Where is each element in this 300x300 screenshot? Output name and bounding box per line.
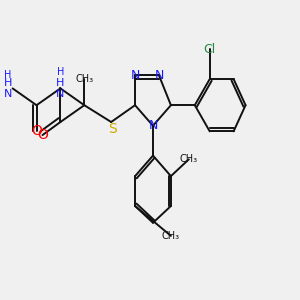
Text: CH₃: CH₃ [75,74,93,84]
Text: Cl: Cl [204,43,216,56]
Text: CH₃: CH₃ [162,231,180,241]
Text: H
N: H N [56,78,64,99]
Text: H: H [57,67,64,76]
Text: N: N [148,119,158,132]
Text: O: O [31,124,42,138]
Text: O: O [37,128,48,142]
Text: H
N: H N [4,78,13,99]
Text: CH₃: CH₃ [180,154,198,164]
Text: N: N [154,69,164,82]
Text: N: N [130,69,140,82]
Text: H: H [4,70,12,80]
Text: S: S [108,122,117,136]
